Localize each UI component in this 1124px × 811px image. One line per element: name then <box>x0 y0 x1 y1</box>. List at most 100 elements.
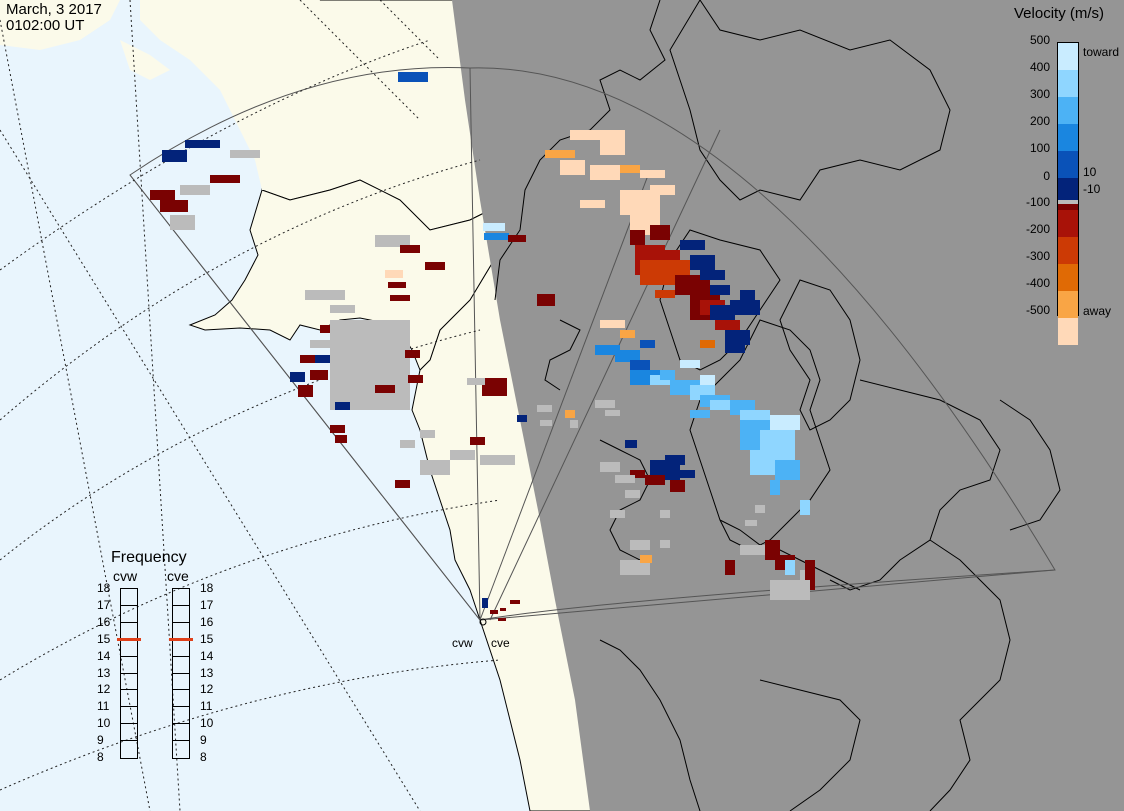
velocity-cell <box>680 360 700 368</box>
velocity-color-segment <box>1058 264 1078 291</box>
frequency-tick-left: 17 <box>97 597 111 612</box>
velocity-cell <box>770 580 810 600</box>
velocity-color-segment <box>1058 237 1078 264</box>
land-alaska-north <box>140 0 320 190</box>
frequency-tick-left: 18 <box>97 581 111 595</box>
velocity-cell <box>725 345 745 353</box>
velocity-cell <box>330 425 345 433</box>
velocity-cell <box>660 510 670 518</box>
frequency-site-east: cve <box>167 568 189 584</box>
frequency-tick-right: 16 <box>200 614 214 629</box>
velocity-cell <box>210 175 240 183</box>
velocity-cell <box>600 462 620 472</box>
velocity-cell <box>482 378 507 396</box>
velocity-cell <box>580 200 605 208</box>
frequency-tick-right: 11 <box>200 699 213 714</box>
velocity-cell <box>640 555 652 563</box>
velocity-cell <box>715 320 740 330</box>
velocity-cell <box>630 540 650 550</box>
frequency-tick-left: 16 <box>97 614 111 629</box>
frequency-tick-left: 14 <box>97 648 111 663</box>
land-greenland <box>0 0 120 50</box>
frequency-tick-left: 11 <box>97 699 110 714</box>
velocity-cell <box>610 510 625 518</box>
geo-grid <box>0 0 501 811</box>
velocity-cell <box>400 245 420 253</box>
velocity-cell <box>615 475 635 483</box>
velocity-cell <box>298 385 313 397</box>
velocity-cell <box>450 450 475 460</box>
velocity-tick-label: 0 <box>1043 169 1050 183</box>
velocity-legend-title: Velocity (m/s) <box>1014 5 1105 22</box>
velocity-color-bar <box>1057 42 1079 345</box>
velocity-cell <box>315 355 335 363</box>
frequency-tick-right: 17 <box>200 597 214 612</box>
velocity-cell <box>510 600 520 604</box>
frequency-grid-line <box>121 740 137 742</box>
velocity-cell <box>483 223 505 231</box>
frequency-tick-right: 15 <box>200 631 214 646</box>
velocity-cell <box>420 460 450 475</box>
frequency-box-west <box>120 588 138 759</box>
velocity-cell <box>388 282 406 288</box>
velocity-cell <box>498 618 506 621</box>
velocity-cell <box>500 608 506 611</box>
velocity-cell <box>665 455 685 465</box>
velocity-cell <box>700 340 715 348</box>
velocity-cell <box>375 385 395 393</box>
frequency-grid-line <box>173 689 189 691</box>
velocity-color-segment <box>1058 204 1078 210</box>
velocity-color-segment <box>1058 291 1078 318</box>
velocity-cell <box>640 170 665 178</box>
frequency-tick-left: 9 <box>97 733 104 748</box>
frequency-tick-right: 9 <box>200 733 207 748</box>
velocity-tick-label: 500 <box>1029 33 1050 47</box>
velocity-cell <box>565 410 575 418</box>
velocity-cell <box>540 420 552 426</box>
velocity-cell <box>655 290 675 298</box>
velocity-cell <box>408 375 423 383</box>
velocity-cell <box>420 430 435 438</box>
fov-outline <box>129 67 1056 622</box>
velocity-cell <box>710 305 735 320</box>
velocity-cell <box>660 540 670 548</box>
velocity-cell <box>770 415 800 430</box>
velocity-cell <box>490 610 498 614</box>
time-label: 0102:00 UT <box>6 17 85 34</box>
velocity-color-segment <box>1058 318 1078 345</box>
velocity-cell <box>305 290 345 300</box>
velocity-cell <box>517 415 527 422</box>
velocity-tick-label: -400 <box>1025 276 1050 290</box>
frequency-grid-line <box>121 655 137 657</box>
land-greenland-patch <box>120 40 170 80</box>
frequency-box-east <box>172 588 190 759</box>
frequency-grid-line <box>121 689 137 691</box>
velocity-cell <box>595 345 620 355</box>
velocity-cell <box>595 400 615 408</box>
frequency-grid-line <box>173 604 189 606</box>
velocity-color-segment <box>1058 70 1078 97</box>
velocity-cell <box>660 370 675 380</box>
velocity-cell <box>650 185 675 195</box>
velocity-cell <box>620 560 650 575</box>
velocity-cell <box>620 330 635 338</box>
frequency-tick-right: 10 <box>200 716 214 731</box>
velocity-color-segment <box>1058 151 1078 178</box>
velocity-cell <box>398 72 428 82</box>
frequency-tick-right: 8 <box>200 750 207 764</box>
velocity-cell <box>570 420 578 428</box>
velocity-cell <box>405 350 420 358</box>
velocity-cell <box>665 250 680 260</box>
velocity-cell <box>710 285 730 295</box>
velocity-cell <box>537 405 552 412</box>
frequency-grid-line <box>121 723 137 725</box>
frequency-grid-line <box>121 706 137 708</box>
velocity-cell <box>605 410 620 416</box>
velocity-cells <box>150 72 815 621</box>
velocity-cell <box>330 305 355 313</box>
velocity-tick-label: 200 <box>1029 114 1050 128</box>
velocity-cell <box>650 225 670 240</box>
frequency-grid-line <box>173 740 189 742</box>
